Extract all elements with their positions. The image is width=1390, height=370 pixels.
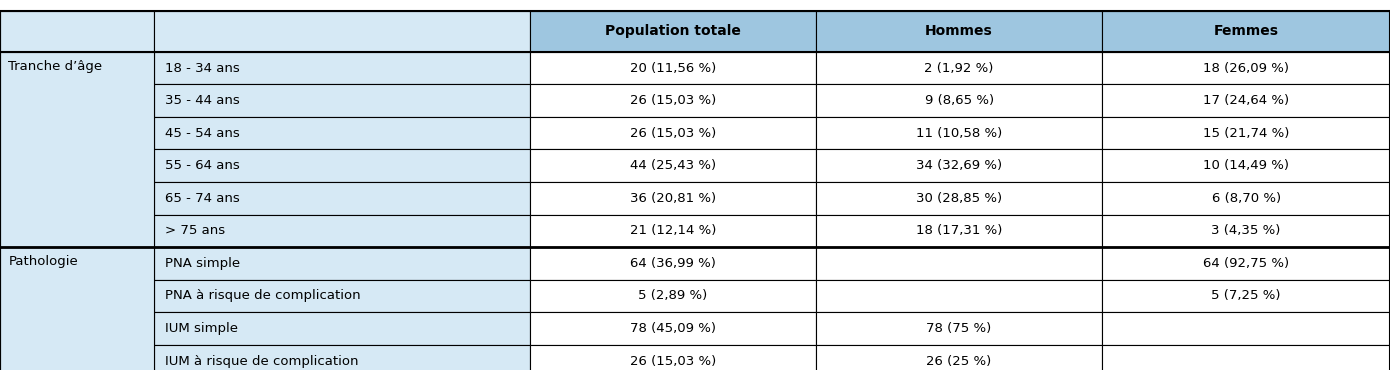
Bar [1102, 215, 1390, 247]
Text: 9 (8,65 %): 9 (8,65 %) [924, 94, 994, 107]
Text: 5 (2,89 %): 5 (2,89 %) [638, 289, 708, 303]
Bar [153, 345, 530, 370]
Bar [0, 247, 153, 370]
Text: > 75 ans: > 75 ans [165, 224, 225, 238]
Text: 5 (7,25 %): 5 (7,25 %) [1212, 289, 1282, 303]
Text: PNA simple: PNA simple [165, 257, 240, 270]
Text: Hommes: Hommes [926, 24, 992, 38]
Bar [816, 52, 1102, 84]
Text: 18 - 34 ans: 18 - 34 ans [165, 61, 239, 75]
Text: 64 (92,75 %): 64 (92,75 %) [1204, 257, 1289, 270]
Bar [1102, 117, 1390, 149]
Bar [816, 11, 1102, 52]
Text: Tranche d’âge: Tranche d’âge [8, 60, 103, 73]
Bar [816, 117, 1102, 149]
Text: 6 (8,70 %): 6 (8,70 %) [1212, 192, 1280, 205]
Bar [1102, 149, 1390, 182]
Text: 78 (75 %): 78 (75 %) [927, 322, 991, 335]
Text: 15 (21,74 %): 15 (21,74 %) [1202, 127, 1290, 140]
Text: 65 - 74 ans: 65 - 74 ans [165, 192, 239, 205]
Bar [816, 84, 1102, 117]
Bar [816, 149, 1102, 182]
Bar [153, 84, 530, 117]
Bar [153, 149, 530, 182]
Text: 26 (15,03 %): 26 (15,03 %) [630, 127, 716, 140]
Text: 26 (15,03 %): 26 (15,03 %) [630, 94, 716, 107]
Bar [816, 280, 1102, 312]
Bar [816, 247, 1102, 280]
Bar [816, 312, 1102, 345]
Bar [153, 312, 530, 345]
Bar [153, 52, 530, 84]
Bar [1102, 11, 1390, 52]
Text: 78 (45,09 %): 78 (45,09 %) [630, 322, 716, 335]
Text: PNA à risque de complication: PNA à risque de complication [165, 289, 360, 303]
Bar [153, 182, 530, 215]
Text: 10 (14,49 %): 10 (14,49 %) [1204, 159, 1289, 172]
Bar [530, 84, 816, 117]
Text: 44 (25,43 %): 44 (25,43 %) [630, 159, 716, 172]
Bar [1102, 247, 1390, 280]
Text: 20 (11,56 %): 20 (11,56 %) [630, 61, 716, 75]
Bar [153, 215, 530, 247]
Bar [530, 247, 816, 280]
Text: 34 (32,69 %): 34 (32,69 %) [916, 159, 1002, 172]
Bar [1102, 182, 1390, 215]
Text: 30 (28,85 %): 30 (28,85 %) [916, 192, 1002, 205]
Text: Femmes: Femmes [1213, 24, 1279, 38]
Bar [1102, 52, 1390, 84]
Bar [153, 247, 530, 280]
Bar [1102, 312, 1390, 345]
Bar [816, 345, 1102, 370]
Bar [153, 117, 530, 149]
Text: 21 (12,14 %): 21 (12,14 %) [630, 224, 716, 238]
Text: Population totale: Population totale [605, 24, 741, 38]
Bar [530, 280, 816, 312]
Bar [530, 182, 816, 215]
Bar [0, 11, 153, 52]
Bar [153, 11, 530, 52]
Text: 36 (20,81 %): 36 (20,81 %) [630, 192, 716, 205]
Bar [0, 52, 153, 247]
Text: 55 - 64 ans: 55 - 64 ans [165, 159, 239, 172]
Text: 26 (15,03 %): 26 (15,03 %) [630, 354, 716, 368]
Bar [530, 149, 816, 182]
Bar [816, 215, 1102, 247]
Text: 64 (36,99 %): 64 (36,99 %) [630, 257, 716, 270]
Bar [530, 215, 816, 247]
Text: 3 (4,35 %): 3 (4,35 %) [1212, 224, 1280, 238]
Bar [153, 280, 530, 312]
Bar [530, 52, 816, 84]
Bar [530, 312, 816, 345]
Bar [1102, 280, 1390, 312]
Text: 18 (17,31 %): 18 (17,31 %) [916, 224, 1002, 238]
Text: 45 - 54 ans: 45 - 54 ans [165, 127, 239, 140]
Text: 18 (26,09 %): 18 (26,09 %) [1204, 61, 1289, 75]
Text: 17 (24,64 %): 17 (24,64 %) [1204, 94, 1289, 107]
Bar [530, 345, 816, 370]
Text: 26 (25 %): 26 (25 %) [927, 354, 991, 368]
Text: IUM simple: IUM simple [165, 322, 238, 335]
Text: 2 (1,92 %): 2 (1,92 %) [924, 61, 994, 75]
Text: 11 (10,58 %): 11 (10,58 %) [916, 127, 1002, 140]
Bar [816, 182, 1102, 215]
Text: Pathologie: Pathologie [8, 255, 78, 268]
Bar [1102, 345, 1390, 370]
Bar [530, 11, 816, 52]
Bar [530, 117, 816, 149]
Text: 35 - 44 ans: 35 - 44 ans [165, 94, 239, 107]
Bar [1102, 84, 1390, 117]
Text: IUM à risque de complication: IUM à risque de complication [165, 354, 359, 368]
